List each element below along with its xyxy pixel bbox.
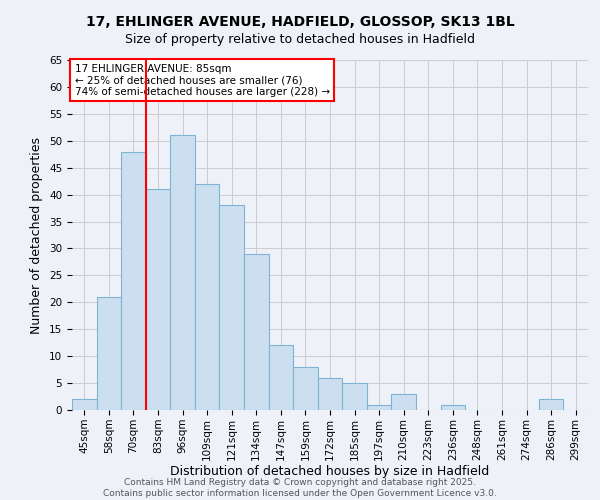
- Text: 17 EHLINGER AVENUE: 85sqm
← 25% of detached houses are smaller (76)
74% of semi-: 17 EHLINGER AVENUE: 85sqm ← 25% of detac…: [74, 64, 330, 96]
- Bar: [391, 394, 416, 410]
- Bar: [97, 297, 121, 410]
- Text: 17, EHLINGER AVENUE, HADFIELD, GLOSSOP, SK13 1BL: 17, EHLINGER AVENUE, HADFIELD, GLOSSOP, …: [86, 15, 514, 29]
- Bar: [293, 367, 318, 410]
- Bar: [244, 254, 269, 410]
- Bar: [440, 404, 465, 410]
- Y-axis label: Number of detached properties: Number of detached properties: [31, 136, 43, 334]
- Bar: [146, 189, 170, 410]
- Bar: [269, 346, 293, 410]
- Text: Size of property relative to detached houses in Hadfield: Size of property relative to detached ho…: [125, 32, 475, 46]
- Bar: [539, 399, 563, 410]
- Bar: [220, 206, 244, 410]
- Bar: [342, 383, 367, 410]
- Bar: [318, 378, 342, 410]
- X-axis label: Distribution of detached houses by size in Hadfield: Distribution of detached houses by size …: [170, 466, 490, 478]
- Bar: [121, 152, 146, 410]
- Bar: [170, 136, 195, 410]
- Bar: [195, 184, 220, 410]
- Text: Contains HM Land Registry data © Crown copyright and database right 2025.
Contai: Contains HM Land Registry data © Crown c…: [103, 478, 497, 498]
- Bar: [72, 399, 97, 410]
- Bar: [367, 404, 391, 410]
